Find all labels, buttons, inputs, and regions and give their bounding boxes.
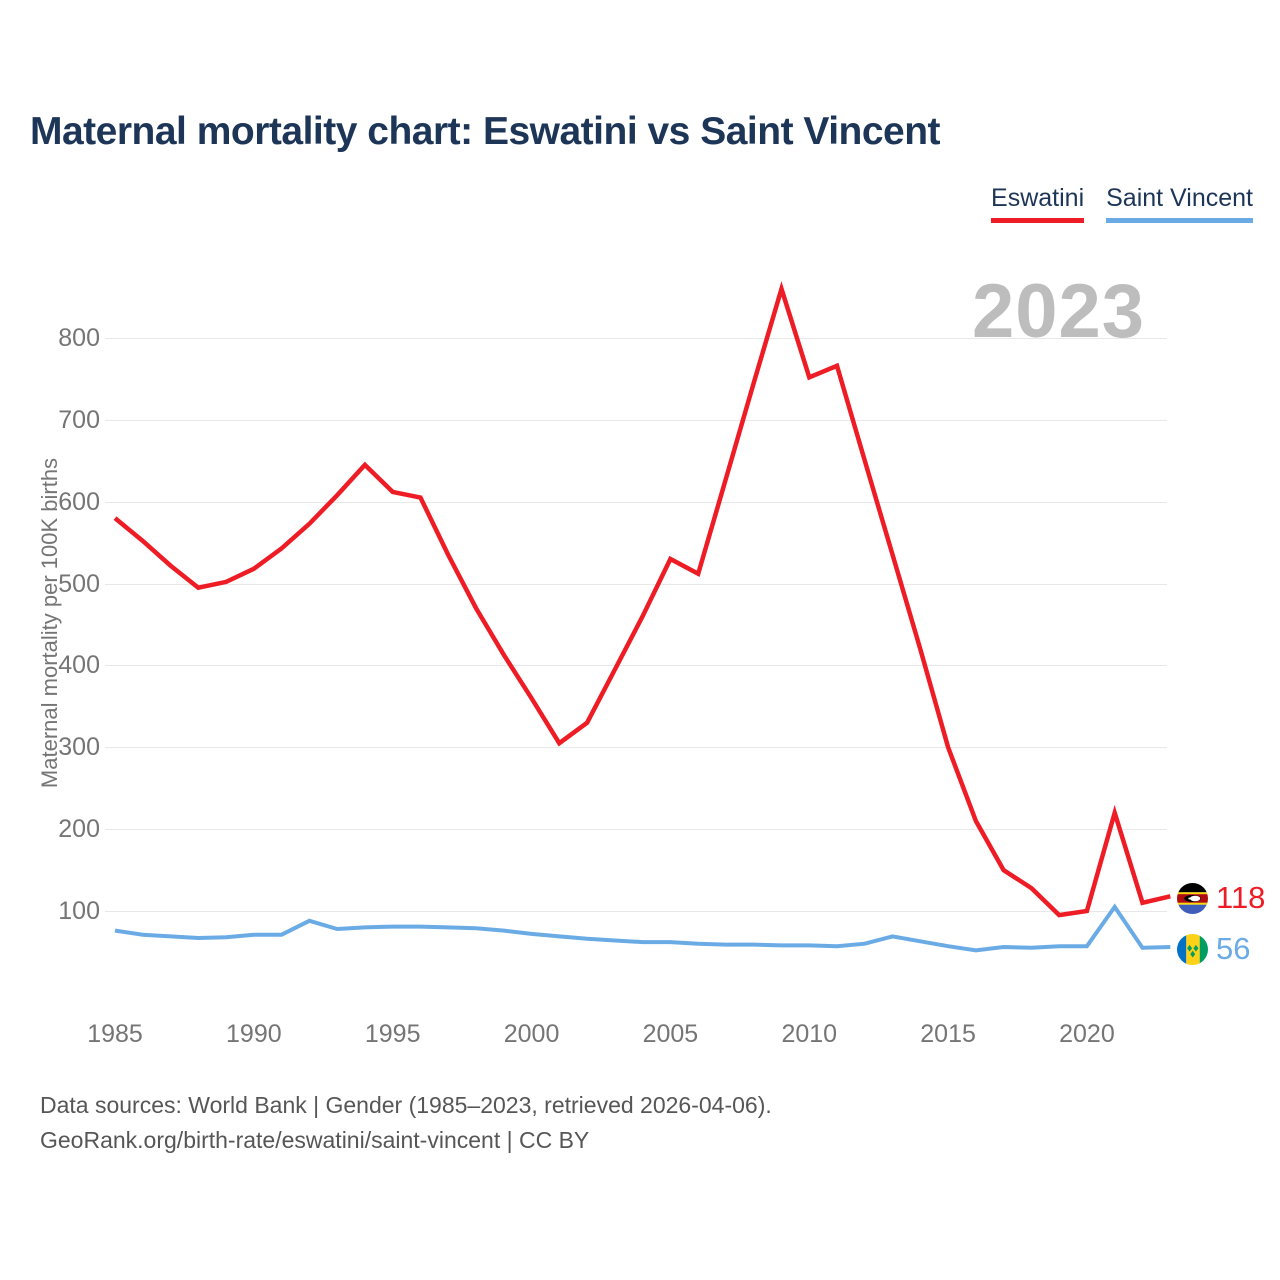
- saint-vincent-end-value: 56: [1216, 931, 1251, 967]
- x-axis-tick-label: 2005: [642, 1020, 699, 1048]
- saint-vincent-line: [114, 903, 1171, 953]
- gridline: [105, 338, 1167, 339]
- y-axis-tick-label: 600: [58, 487, 100, 516]
- x-axis-tick-label: 2000: [503, 1020, 560, 1048]
- legend-underline-saint-vincent: [1106, 218, 1253, 223]
- x-axis-tick-label: 2020: [1059, 1020, 1115, 1048]
- legend-item-saint-vincent[interactable]: Saint Vincent: [1106, 184, 1253, 223]
- saint-vincent-flag-icon: [1177, 933, 1208, 965]
- footer-attribution-line: GeoRank.org/birth-rate/eswatini/saint-vi…: [40, 1127, 590, 1153]
- eswatini-flag-icon: [1177, 882, 1208, 914]
- legend-item-eswatini[interactable]: Eswatini: [991, 184, 1085, 223]
- y-axis-tick-label: 400: [58, 651, 100, 680]
- gridline: [105, 665, 1167, 667]
- gridline: [105, 419, 1167, 421]
- legend-label-saint-vincent: Saint Vincent: [1106, 184, 1253, 212]
- saint-vincent-endpoint: 56: [1177, 931, 1250, 967]
- y-axis-tick-label: 200: [58, 815, 100, 844]
- footer: Data sources: World Bank | Gender (1985–…: [40, 1088, 772, 1158]
- eswatini-line: [113, 281, 1171, 918]
- y-axis-tick-label: 700: [58, 405, 100, 434]
- y-axis-tick-label: 800: [58, 324, 100, 352]
- x-axis-tick-label: 2010: [781, 1020, 838, 1048]
- gridline: [105, 829, 1167, 831]
- eswatini-endpoint: 118: [1177, 880, 1265, 916]
- eswatini-end-value: 118: [1216, 880, 1266, 916]
- page-title: Maternal mortality chart: Eswatini vs Sa…: [30, 110, 941, 153]
- gridline: [105, 501, 1167, 503]
- y-axis-tick-label: 100: [58, 897, 100, 925]
- x-axis-tick-label: 1990: [226, 1020, 282, 1048]
- gridline: [105, 747, 1167, 749]
- x-axis-tick-label: 2015: [920, 1020, 976, 1048]
- watermark-year: 2023: [972, 269, 1146, 354]
- legend-underline-eswatini: [991, 218, 1085, 223]
- legend-label-eswatini: Eswatini: [991, 184, 1085, 212]
- y-axis-tick-label: 300: [58, 733, 100, 762]
- gridline: [105, 911, 1167, 912]
- x-axis-tick-label: 1995: [364, 1020, 421, 1048]
- footer-sources-line: Data sources: World Bank | Gender (1985–…: [40, 1092, 772, 1118]
- y-axis-tick-label: 500: [58, 569, 100, 598]
- gridline: [105, 583, 1167, 585]
- legend: Eswatini Saint Vincent: [991, 184, 1253, 223]
- x-axis-tick-label: 1985: [87, 1020, 143, 1048]
